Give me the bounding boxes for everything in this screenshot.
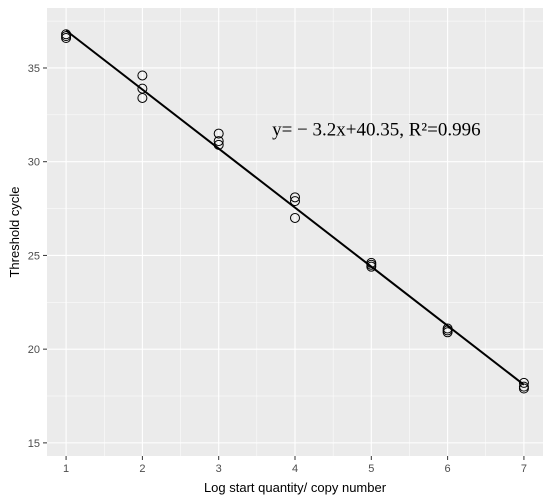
y-tick-label: 25 bbox=[28, 250, 40, 262]
y-tick-label: 15 bbox=[28, 438, 40, 450]
data-point bbox=[213, 136, 224, 147]
x-tick-label: 4 bbox=[292, 463, 298, 475]
data-point bbox=[213, 128, 224, 139]
data-point bbox=[290, 192, 300, 203]
x-tick-label: 2 bbox=[139, 463, 145, 475]
regression-equation: y= − 3.2x+40.35, R²=0.996 bbox=[272, 119, 480, 140]
data-point bbox=[137, 92, 148, 103]
data-point bbox=[137, 70, 148, 81]
data-point bbox=[290, 196, 300, 207]
data-point bbox=[366, 259, 377, 270]
x-axis: 1 2 3 4 5 6 7 bbox=[63, 456, 527, 475]
y-axis: 15 20 25 30 35 bbox=[28, 63, 47, 450]
y-tick-label: 35 bbox=[28, 63, 40, 75]
x-tick-label: 6 bbox=[445, 463, 451, 475]
x-tick-label: 1 bbox=[63, 463, 69, 475]
major-gridlines bbox=[47, 8, 543, 456]
x-tick-label: 3 bbox=[216, 463, 222, 475]
data-points bbox=[61, 29, 529, 394]
data-point bbox=[442, 327, 453, 338]
y-axis-title: Threshold cycle bbox=[7, 186, 22, 277]
x-tick-label: 7 bbox=[521, 463, 527, 475]
data-point bbox=[290, 212, 300, 223]
data-point bbox=[213, 139, 224, 150]
data-point bbox=[518, 383, 529, 394]
x-axis-title: Log start quantity/ copy number bbox=[204, 480, 387, 495]
x-tick-label: 5 bbox=[368, 463, 374, 475]
data-point bbox=[61, 29, 72, 40]
y-tick-label: 20 bbox=[28, 344, 40, 356]
y-tick-label: 30 bbox=[28, 157, 40, 169]
data-point bbox=[518, 377, 529, 388]
